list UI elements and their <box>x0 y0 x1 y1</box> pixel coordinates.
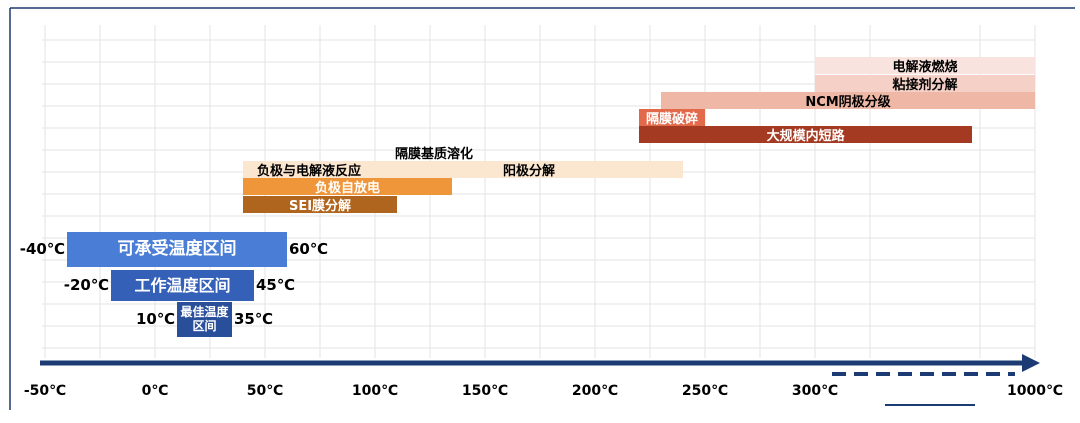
x-tick-label: -50℃ <box>23 383 67 399</box>
x-tick-label: 250℃ <box>681 383 729 399</box>
range-bar: 负极与电解液反应 <box>243 161 375 179</box>
zone-bar: 工作温度区间 <box>111 270 254 301</box>
range-bar: NCM阴极分级 <box>661 92 1035 110</box>
zone-label: 工作温度区间 <box>134 275 231 295</box>
bar-label: 隔膜破碎 <box>645 112 698 127</box>
x-tick-label: 150℃ <box>461 383 509 399</box>
range-bar: 粘接剂分解 <box>815 75 1035 93</box>
bar-label: 粘接剂分解 <box>892 78 958 93</box>
range-bar: 隔膜破碎 <box>639 109 705 127</box>
zone-end-label: 45℃ <box>256 275 296 294</box>
bar-label: 负极自放电 <box>314 181 380 196</box>
zone-start-label: -20℃ <box>63 275 109 294</box>
x-tick-label: 300℃ <box>791 383 839 399</box>
bar-label: NCM阴极分级 <box>805 95 891 110</box>
bar-label: 负极与电解液反应 <box>256 164 361 179</box>
bar-label: 大规模内短路 <box>766 129 845 144</box>
bar-label: 电解液燃烧 <box>892 60 958 75</box>
x-tick-label: 50℃ <box>246 383 284 399</box>
zone-start-label: -40℃ <box>19 239 65 258</box>
range-bar: 大规模内短路 <box>639 126 973 144</box>
zone-start-label: 10℃ <box>135 309 175 328</box>
annotation: 隔膜基质溶化 <box>395 147 474 162</box>
zone-bar: 最佳温度区间 <box>177 302 232 337</box>
zone-bar: 可承受温度区间 <box>67 232 287 267</box>
x-tick-label: 1000℃ <box>1007 383 1063 399</box>
x-tick-label: 0℃ <box>141 383 169 399</box>
bar-label: 阳极分解 <box>502 164 555 179</box>
range-bar: SEI膜分解 <box>243 196 397 214</box>
zone-end-label: 35℃ <box>234 309 274 328</box>
x-tick-label: 200℃ <box>571 383 619 399</box>
bar-label: SEI膜分解 <box>288 199 352 214</box>
range-bar: 阳极分解 <box>375 161 683 179</box>
zone-end-label: 60℃ <box>289 239 329 258</box>
axis-arrow <box>1022 354 1040 372</box>
range-bar: 电解液燃烧 <box>815 57 1035 75</box>
x-tick-label: 100℃ <box>351 383 399 399</box>
zone-label: 最佳温度区间 <box>180 305 229 333</box>
range-bar: 负极自放电 <box>243 178 452 196</box>
zone-label: 可承受温度区间 <box>117 239 237 260</box>
